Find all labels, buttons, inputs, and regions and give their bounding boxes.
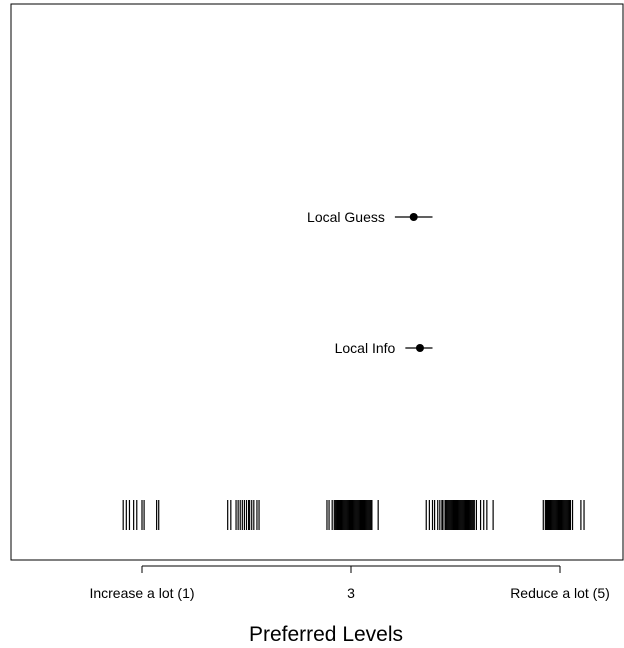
local-guess-label: Local Guess bbox=[307, 209, 385, 225]
rug-layer bbox=[122, 500, 585, 530]
local-info-point bbox=[415, 344, 424, 352]
plot-frame bbox=[10, 3, 624, 561]
points-layer: Local Guess Local Info bbox=[307, 209, 433, 356]
x-tick-label: Reduce a lot (5) bbox=[510, 585, 610, 601]
x-axis-title: Preferred Levels bbox=[249, 623, 403, 646]
local-guess-point bbox=[409, 213, 418, 221]
x-tick-label: 3 bbox=[347, 585, 355, 601]
x-tick-label: Increase a lot (1) bbox=[89, 585, 194, 601]
local-info-label: Local Info bbox=[335, 340, 396, 356]
x-axis: Increase a lot (1) 3 Reduce a lot (5) bbox=[89, 565, 610, 601]
